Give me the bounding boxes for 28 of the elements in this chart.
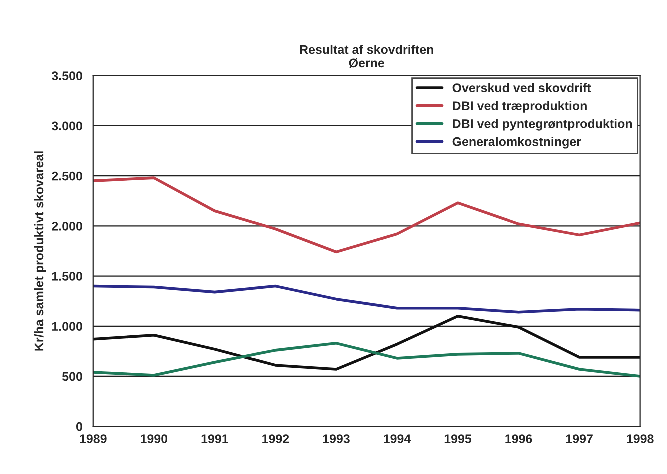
y-tick-label: 0 bbox=[76, 422, 82, 432]
legend-label: DBI ved pyntegrøntproduktion bbox=[453, 119, 632, 131]
x-tick-label: 1991 bbox=[202, 434, 228, 444]
legend-label: DBI ved træproduktion bbox=[453, 101, 587, 113]
line-series bbox=[93, 284, 640, 314]
x-tick-label: 1993 bbox=[323, 434, 350, 444]
chart-title: Resultat af skovdriften Øerne bbox=[300, 44, 434, 68]
y-tick-label: 3.500 bbox=[52, 72, 82, 81]
y-tick-label: 2.500 bbox=[52, 172, 82, 181]
y-tick-label: 1.500 bbox=[52, 272, 82, 281]
x-tick-label: 1990 bbox=[141, 434, 168, 444]
x-tick-label: 1992 bbox=[262, 434, 290, 444]
x-tick-label: 1995 bbox=[444, 434, 472, 444]
legend-label: Generalomkostninger bbox=[452, 137, 582, 149]
line-series bbox=[93, 314, 640, 371]
legend-label: Overskud ved skovdrift bbox=[452, 83, 592, 93]
line-series bbox=[93, 176, 640, 254]
y-axis-title: Kr/ha samlet produktivt skovareal bbox=[34, 152, 46, 351]
x-tick-label: 1994 bbox=[384, 434, 412, 444]
x-tick-label: 1996 bbox=[506, 434, 532, 444]
y-tick-label: 500 bbox=[62, 372, 82, 382]
y-tick-label: 2.000 bbox=[52, 222, 82, 231]
x-tick-label: 1989 bbox=[80, 434, 107, 444]
line-series bbox=[93, 342, 640, 378]
y-tick-label: 3.000 bbox=[52, 122, 82, 131]
x-tick-label: 1998 bbox=[627, 434, 654, 444]
y-tick-label: 1.000 bbox=[52, 322, 82, 332]
x-tick-label: 1997 bbox=[566, 434, 593, 444]
